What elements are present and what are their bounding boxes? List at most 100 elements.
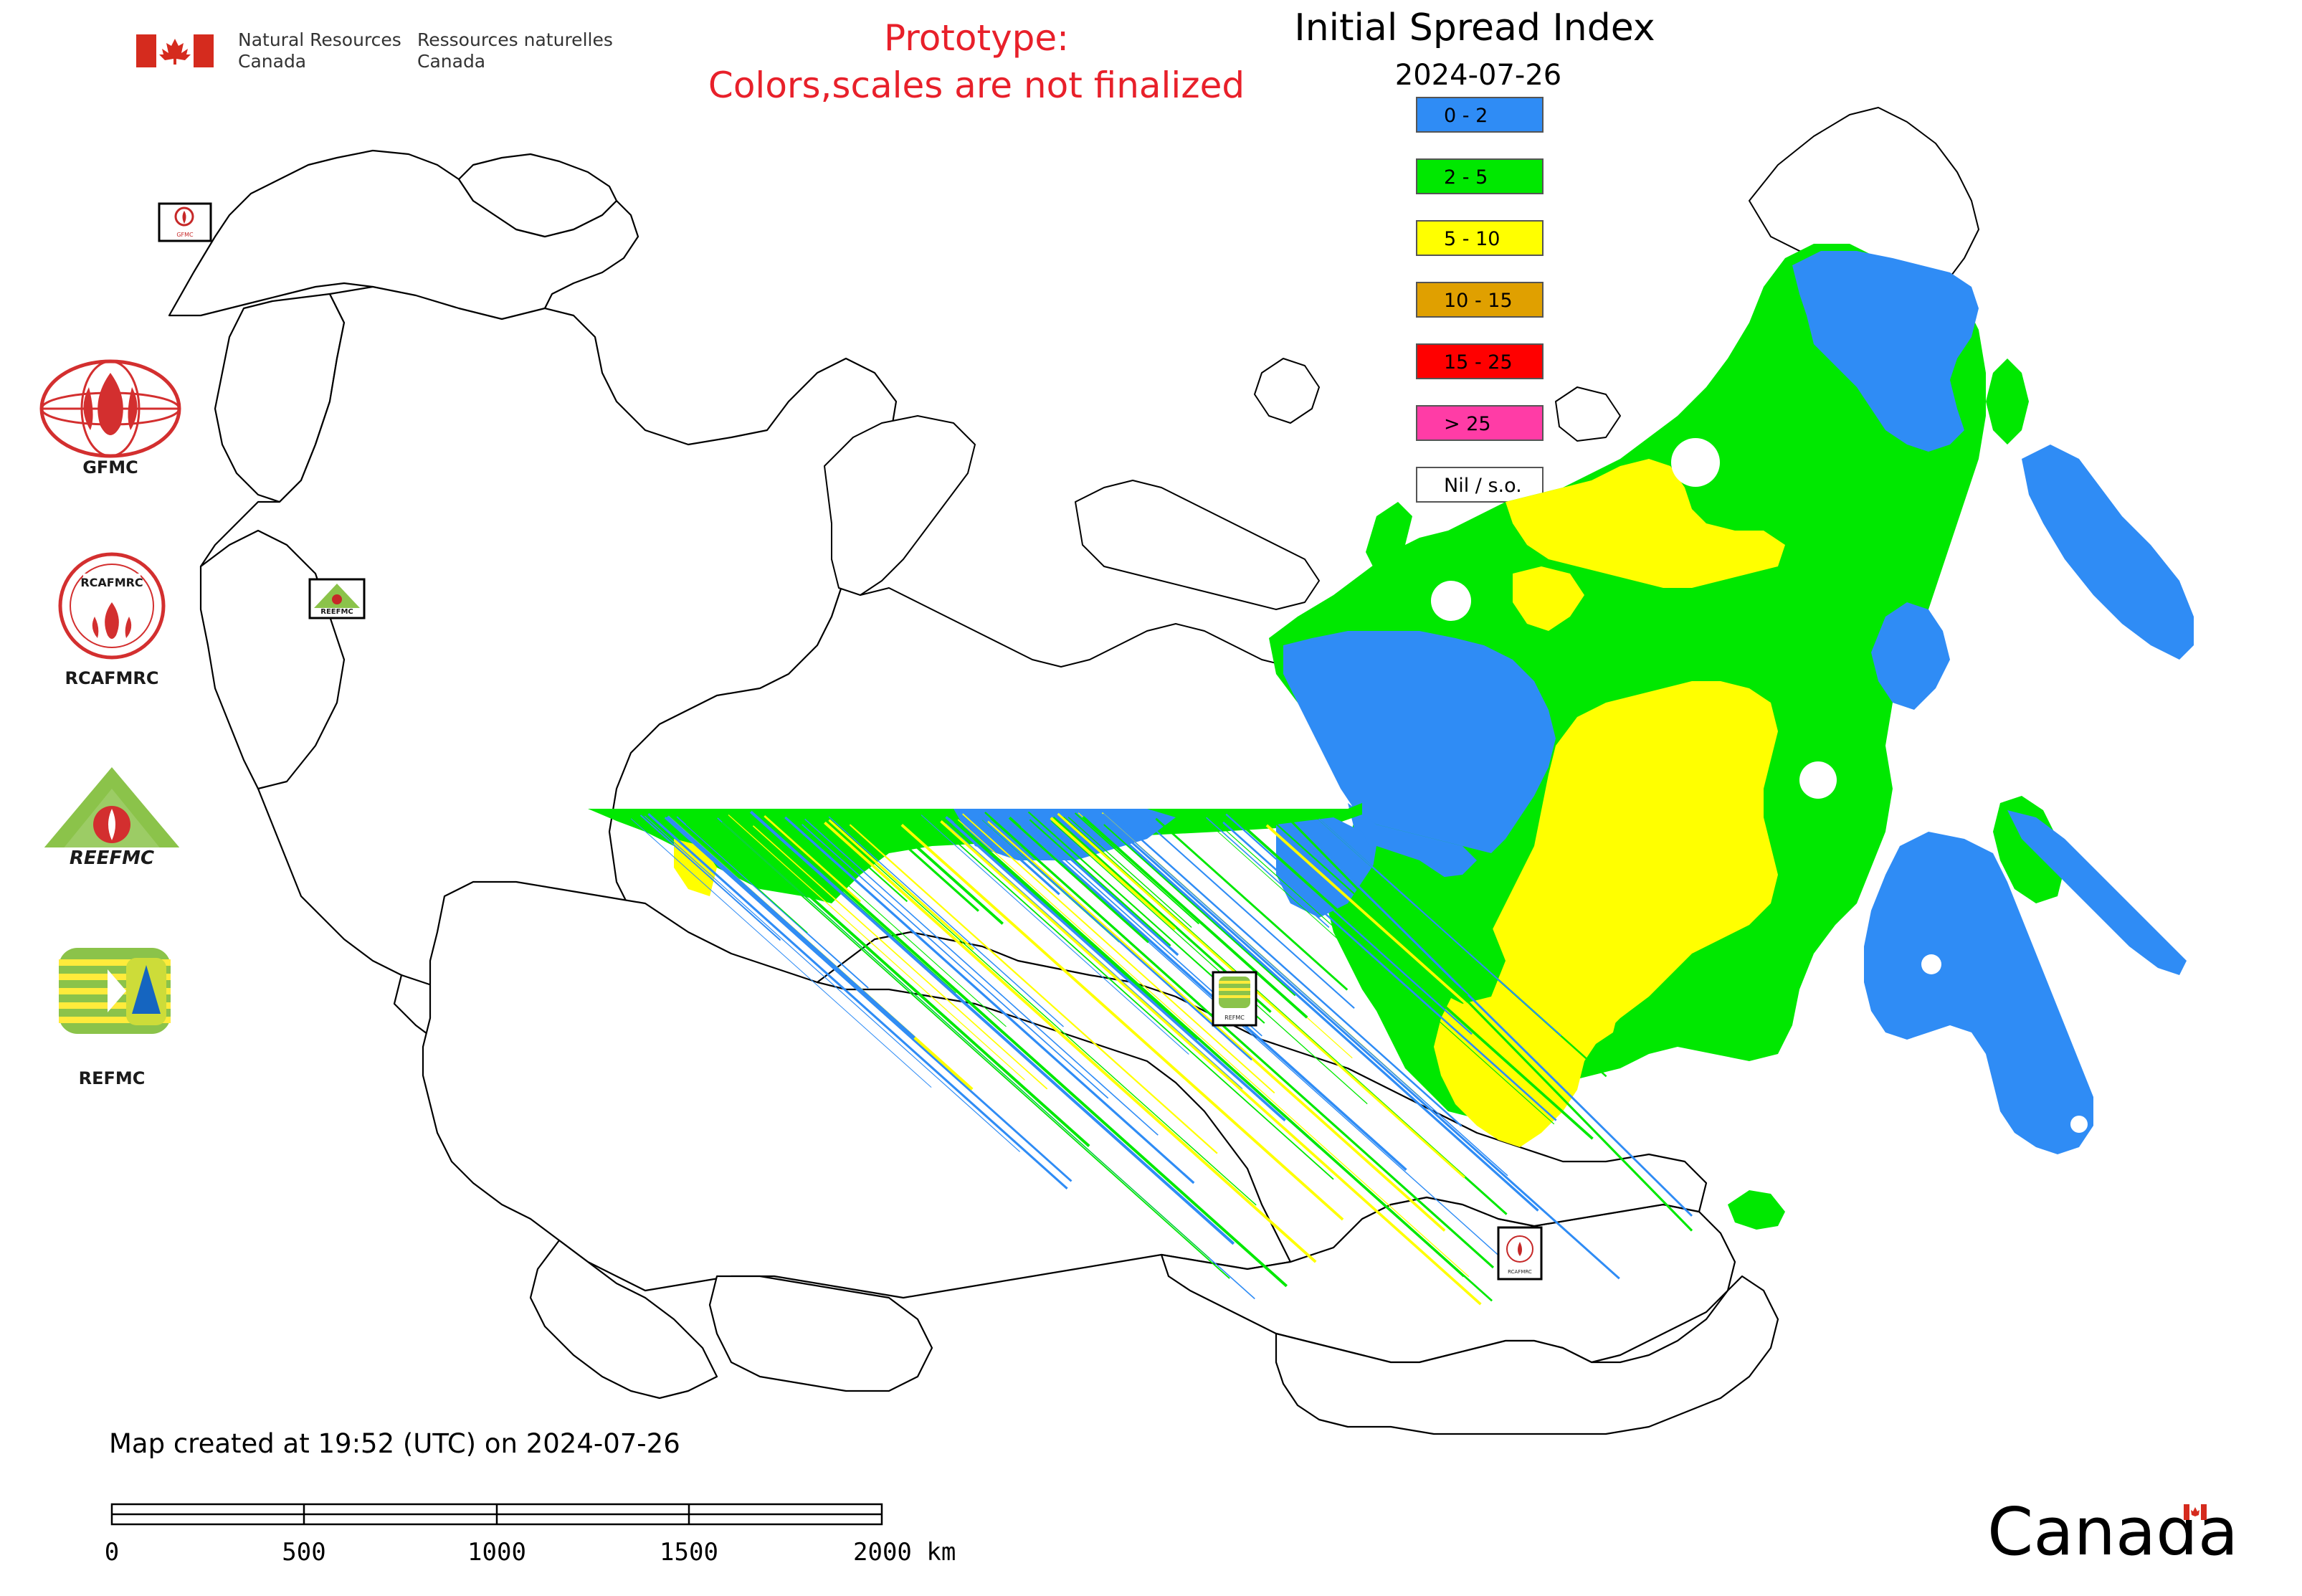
new-siberian-islands-outline [1555,386,1621,442]
isi-region-green-amur-edge [1993,796,2065,903]
legend-swatch [1416,158,1544,194]
streak-line [728,814,1025,1080]
streak-line [726,821,1090,1147]
canada-flag-icon [136,34,214,67]
streak-line [764,815,861,903]
streak-line [1008,817,1150,944]
streak-line [953,823,1246,1086]
legend-swatch [1416,405,1544,441]
streak-line [774,819,1007,1027]
streak-line [900,823,1344,1221]
streak-line [1029,819,1171,946]
legend-label: 5 - 10 [1444,228,1500,250]
scandinavia-outline [168,149,639,320]
streak-line [644,815,1021,1152]
logo-reefmc: REEFMC [36,767,188,869]
agency-en-line1: Natural Resources [238,29,401,50]
isi-data-layer [1269,244,2194,1230]
streak-line [1238,821,1594,1140]
streak-line [756,811,1288,1288]
taymyr-outline [1075,480,1320,610]
map-marker-reefmc: REEFMC [308,578,366,619]
streak-line [953,821,1199,1041]
logo-label: RCAFMRC [65,668,158,688]
prototype-notice-line2: Colors,scales are not finalized [708,65,1245,106]
streak-line [1050,820,1368,1105]
legend-label: 10 - 15 [1444,290,1513,312]
streak-line [946,812,1493,1302]
scale-bar: 0 500 1000 1500 2000 km [105,1503,956,1567]
streak-line [1074,812,1199,925]
scale-tick-label: 2000 km [853,1538,956,1567]
streak-line [1144,820,1355,1009]
novaya-zemlya-outline [824,415,976,596]
agency-fr-line2: Canada [417,51,485,72]
legend-swatch [1416,282,1544,318]
isi-region-blue-northeast-belt [1871,602,1950,710]
streak-line [1214,820,1555,1125]
wordmark-flag-icon [2184,1504,2207,1520]
streak-line [664,817,1072,1182]
legend-swatch [1416,467,1544,503]
scale-tick-label: 0 [105,1538,119,1567]
map-marker-label: REFMC [1224,1015,1245,1021]
logo-gfmc: GFMC [39,359,181,478]
map-marker-refmc: REFMC [1212,971,1257,1027]
map-marker-label: GFMC [176,232,194,238]
streak-line [721,822,1210,1259]
severnaya-zemlya-outline [1254,358,1320,424]
logo-rcafmrc: RCAFMRC RCAFMRC [58,552,166,688]
isi-region-blue-kamchatka [2022,445,2194,660]
legend-swatch [1416,343,1544,379]
central-asia-outline [529,1239,718,1400]
streak-line [1320,820,1562,1037]
map-marker-gfmc: GFMC [158,202,212,242]
streak-line [1290,820,1693,1232]
streak-line [639,814,781,941]
isi-streak-artifacts [588,803,1693,1306]
data-gap-circle [1921,954,1941,974]
canada-wordmark: Canada [1987,1493,2238,1570]
scale-tick-label: 1500 [660,1538,718,1567]
isi-region-blue-west-siberia [1283,631,1556,853]
isi-region-blue-amur [1864,832,2093,1154]
streak-line [990,817,1495,1269]
legend-label: > 25 [1444,413,1491,435]
map-marker-label: RCAFMRC [1508,1269,1532,1275]
legend-label: Nil / s.o. [1444,475,1522,497]
isi-region-blue-far-east [1792,251,1979,452]
streak-line [676,816,869,989]
kyrgyz-tajik-outline [708,1275,933,1392]
government-signature: Natural Resources Canada Ressources natu… [136,29,613,72]
svg-text:REEFMC: REEFMC [70,847,154,869]
svg-text:RCAFMRC: RCAFMRC [80,576,143,589]
streak-line [1050,817,1176,931]
data-gap-circle [1695,1107,1718,1130]
isi-region-yellow-central [1434,681,1778,1147]
streak-line [720,822,1230,1279]
map-marker-label: REEFMC [320,608,353,616]
map-date: 2024-07-26 [1395,59,1561,92]
legend: 0 - 2 2 - 5 5 - 10 10 - 15 15 - 25 > 25 Nil / … [1416,97,1544,503]
created-timestamp: Map created at 19:52 (UTC) on 2024-07-26 [109,1428,680,1459]
streak-line [1294,823,1693,1217]
streak-line [921,814,1189,1055]
streak-line [1082,815,1308,1019]
streak-line [685,824,808,934]
streak-line [804,818,1159,1136]
legend-swatch [1416,220,1544,256]
data-gap-circle [1431,581,1471,621]
streak-line [1103,823,1297,997]
streak-line [666,815,915,1039]
streak-line [749,810,1235,1245]
streak-line [1197,813,1359,958]
isi-region-yellow-southwest [1549,975,1620,1047]
streak-line [1103,813,1508,1177]
isi-region-green-island [1728,1190,1785,1230]
isi-region-green-kamchatka-edge [1986,358,2029,445]
streak-line [1067,817,1192,928]
streak-line [849,824,1218,1154]
streak-line [1222,821,1557,1121]
scale-tick-label: 500 [282,1538,325,1567]
isi-region-green-taymyr-coast [1366,502,1412,574]
